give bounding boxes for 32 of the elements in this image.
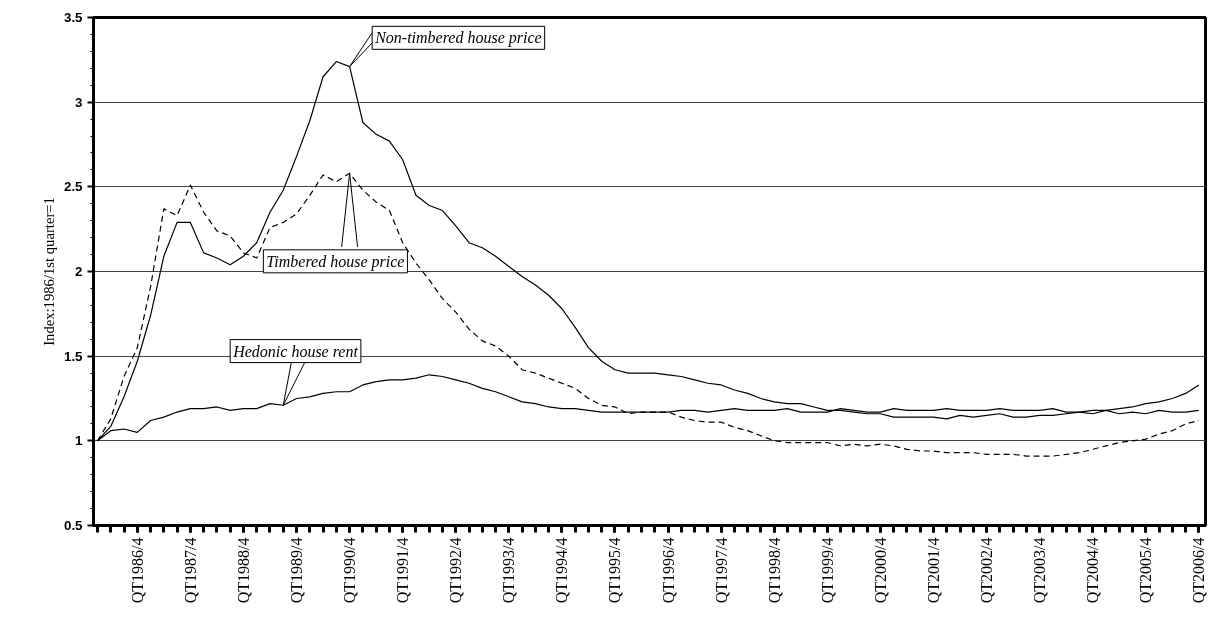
x-tick-label: QT1988/4 bbox=[234, 537, 252, 604]
x-tick-label: QT2002/4 bbox=[978, 537, 996, 604]
x-tick-label: QT1995/4 bbox=[606, 537, 624, 604]
x-tick-label: QT1993/4 bbox=[500, 537, 518, 604]
y-tick-label: 1 bbox=[75, 433, 84, 449]
x-tick-label: QT1998/4 bbox=[765, 537, 783, 604]
x-tick-label: QT1990/4 bbox=[341, 537, 359, 604]
series-label: Timbered house price bbox=[266, 252, 405, 271]
y-tick-label: 3.5 bbox=[63, 10, 84, 25]
x-tick-label: QT1991/4 bbox=[394, 537, 412, 604]
x-tick-label: QT2005/4 bbox=[1137, 537, 1155, 604]
x-tick-label: QT1999/4 bbox=[818, 537, 836, 604]
x-tick-label: QT2006/4 bbox=[1190, 537, 1208, 604]
y-tick-label: 2.5 bbox=[63, 179, 84, 195]
x-tick-label: QT1987/4 bbox=[181, 537, 199, 604]
y-tick-label: 3 bbox=[75, 94, 83, 110]
x-tick-label: QT1997/4 bbox=[712, 537, 730, 604]
y-axis-title: Index:1986/1st quarter=1 bbox=[40, 197, 57, 346]
x-tick-label: QT1992/4 bbox=[447, 537, 465, 604]
text: Non-timbered house price bbox=[374, 29, 542, 48]
x-tick-label: QT1986/4 bbox=[128, 537, 146, 604]
y-tick-label: 2 bbox=[75, 264, 83, 279]
x-tick-label: QT2000/4 bbox=[871, 537, 889, 604]
x-tick-label: QT1989/4 bbox=[288, 537, 306, 604]
series-label: Hedonic house rent bbox=[232, 342, 359, 360]
y-tick-label: 0.5 bbox=[63, 518, 84, 533]
y-tick-label: 1.5 bbox=[63, 348, 84, 364]
x-tick-label: QT1994/4 bbox=[553, 537, 571, 604]
x-tick-label: QT2001/4 bbox=[924, 537, 942, 604]
x-tick-label: QT2004/4 bbox=[1084, 537, 1102, 604]
x-tick-label: QT1996/4 bbox=[659, 537, 677, 604]
x-tick-label: QT2003/4 bbox=[1031, 537, 1049, 604]
